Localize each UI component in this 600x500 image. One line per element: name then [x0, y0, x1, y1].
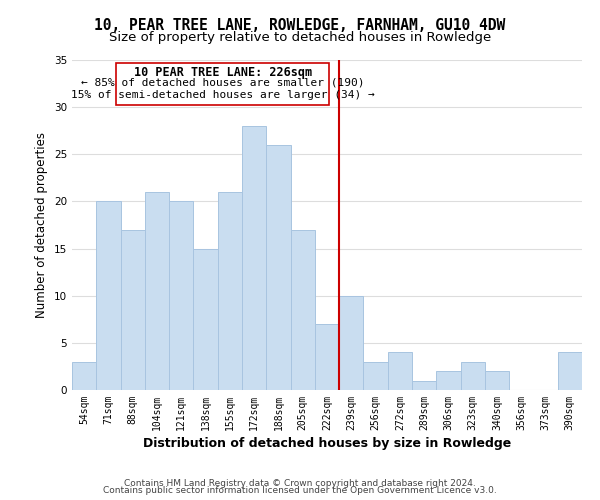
Bar	[485, 371, 509, 390]
Text: Contains HM Land Registry data © Crown copyright and database right 2024.: Contains HM Land Registry data © Crown c…	[124, 478, 476, 488]
Bar	[461, 362, 485, 390]
Text: Contains public sector information licensed under the Open Government Licence v3: Contains public sector information licen…	[103, 486, 497, 495]
Bar	[242, 126, 266, 390]
Bar	[266, 145, 290, 390]
Bar	[315, 324, 339, 390]
Bar	[193, 248, 218, 390]
Text: 10, PEAR TREE LANE, ROWLEDGE, FARNHAM, GU10 4DW: 10, PEAR TREE LANE, ROWLEDGE, FARNHAM, G…	[94, 18, 506, 32]
Text: Size of property relative to detached houses in Rowledge: Size of property relative to detached ho…	[109, 31, 491, 44]
Bar	[218, 192, 242, 390]
Bar	[145, 192, 169, 390]
FancyBboxPatch shape	[116, 63, 329, 106]
Bar	[121, 230, 145, 390]
Bar	[339, 296, 364, 390]
Y-axis label: Number of detached properties: Number of detached properties	[35, 132, 49, 318]
Text: 15% of semi-detached houses are larger (34) →: 15% of semi-detached houses are larger (…	[71, 90, 374, 100]
X-axis label: Distribution of detached houses by size in Rowledge: Distribution of detached houses by size …	[143, 437, 511, 450]
Text: ← 85% of detached houses are smaller (190): ← 85% of detached houses are smaller (19…	[81, 78, 364, 88]
Bar	[290, 230, 315, 390]
Text: 10 PEAR TREE LANE: 226sqm: 10 PEAR TREE LANE: 226sqm	[134, 66, 311, 79]
Bar	[72, 362, 96, 390]
Bar	[169, 202, 193, 390]
Bar	[388, 352, 412, 390]
Bar	[364, 362, 388, 390]
Bar	[96, 202, 121, 390]
Bar	[558, 352, 582, 390]
Bar	[412, 380, 436, 390]
Bar	[436, 371, 461, 390]
